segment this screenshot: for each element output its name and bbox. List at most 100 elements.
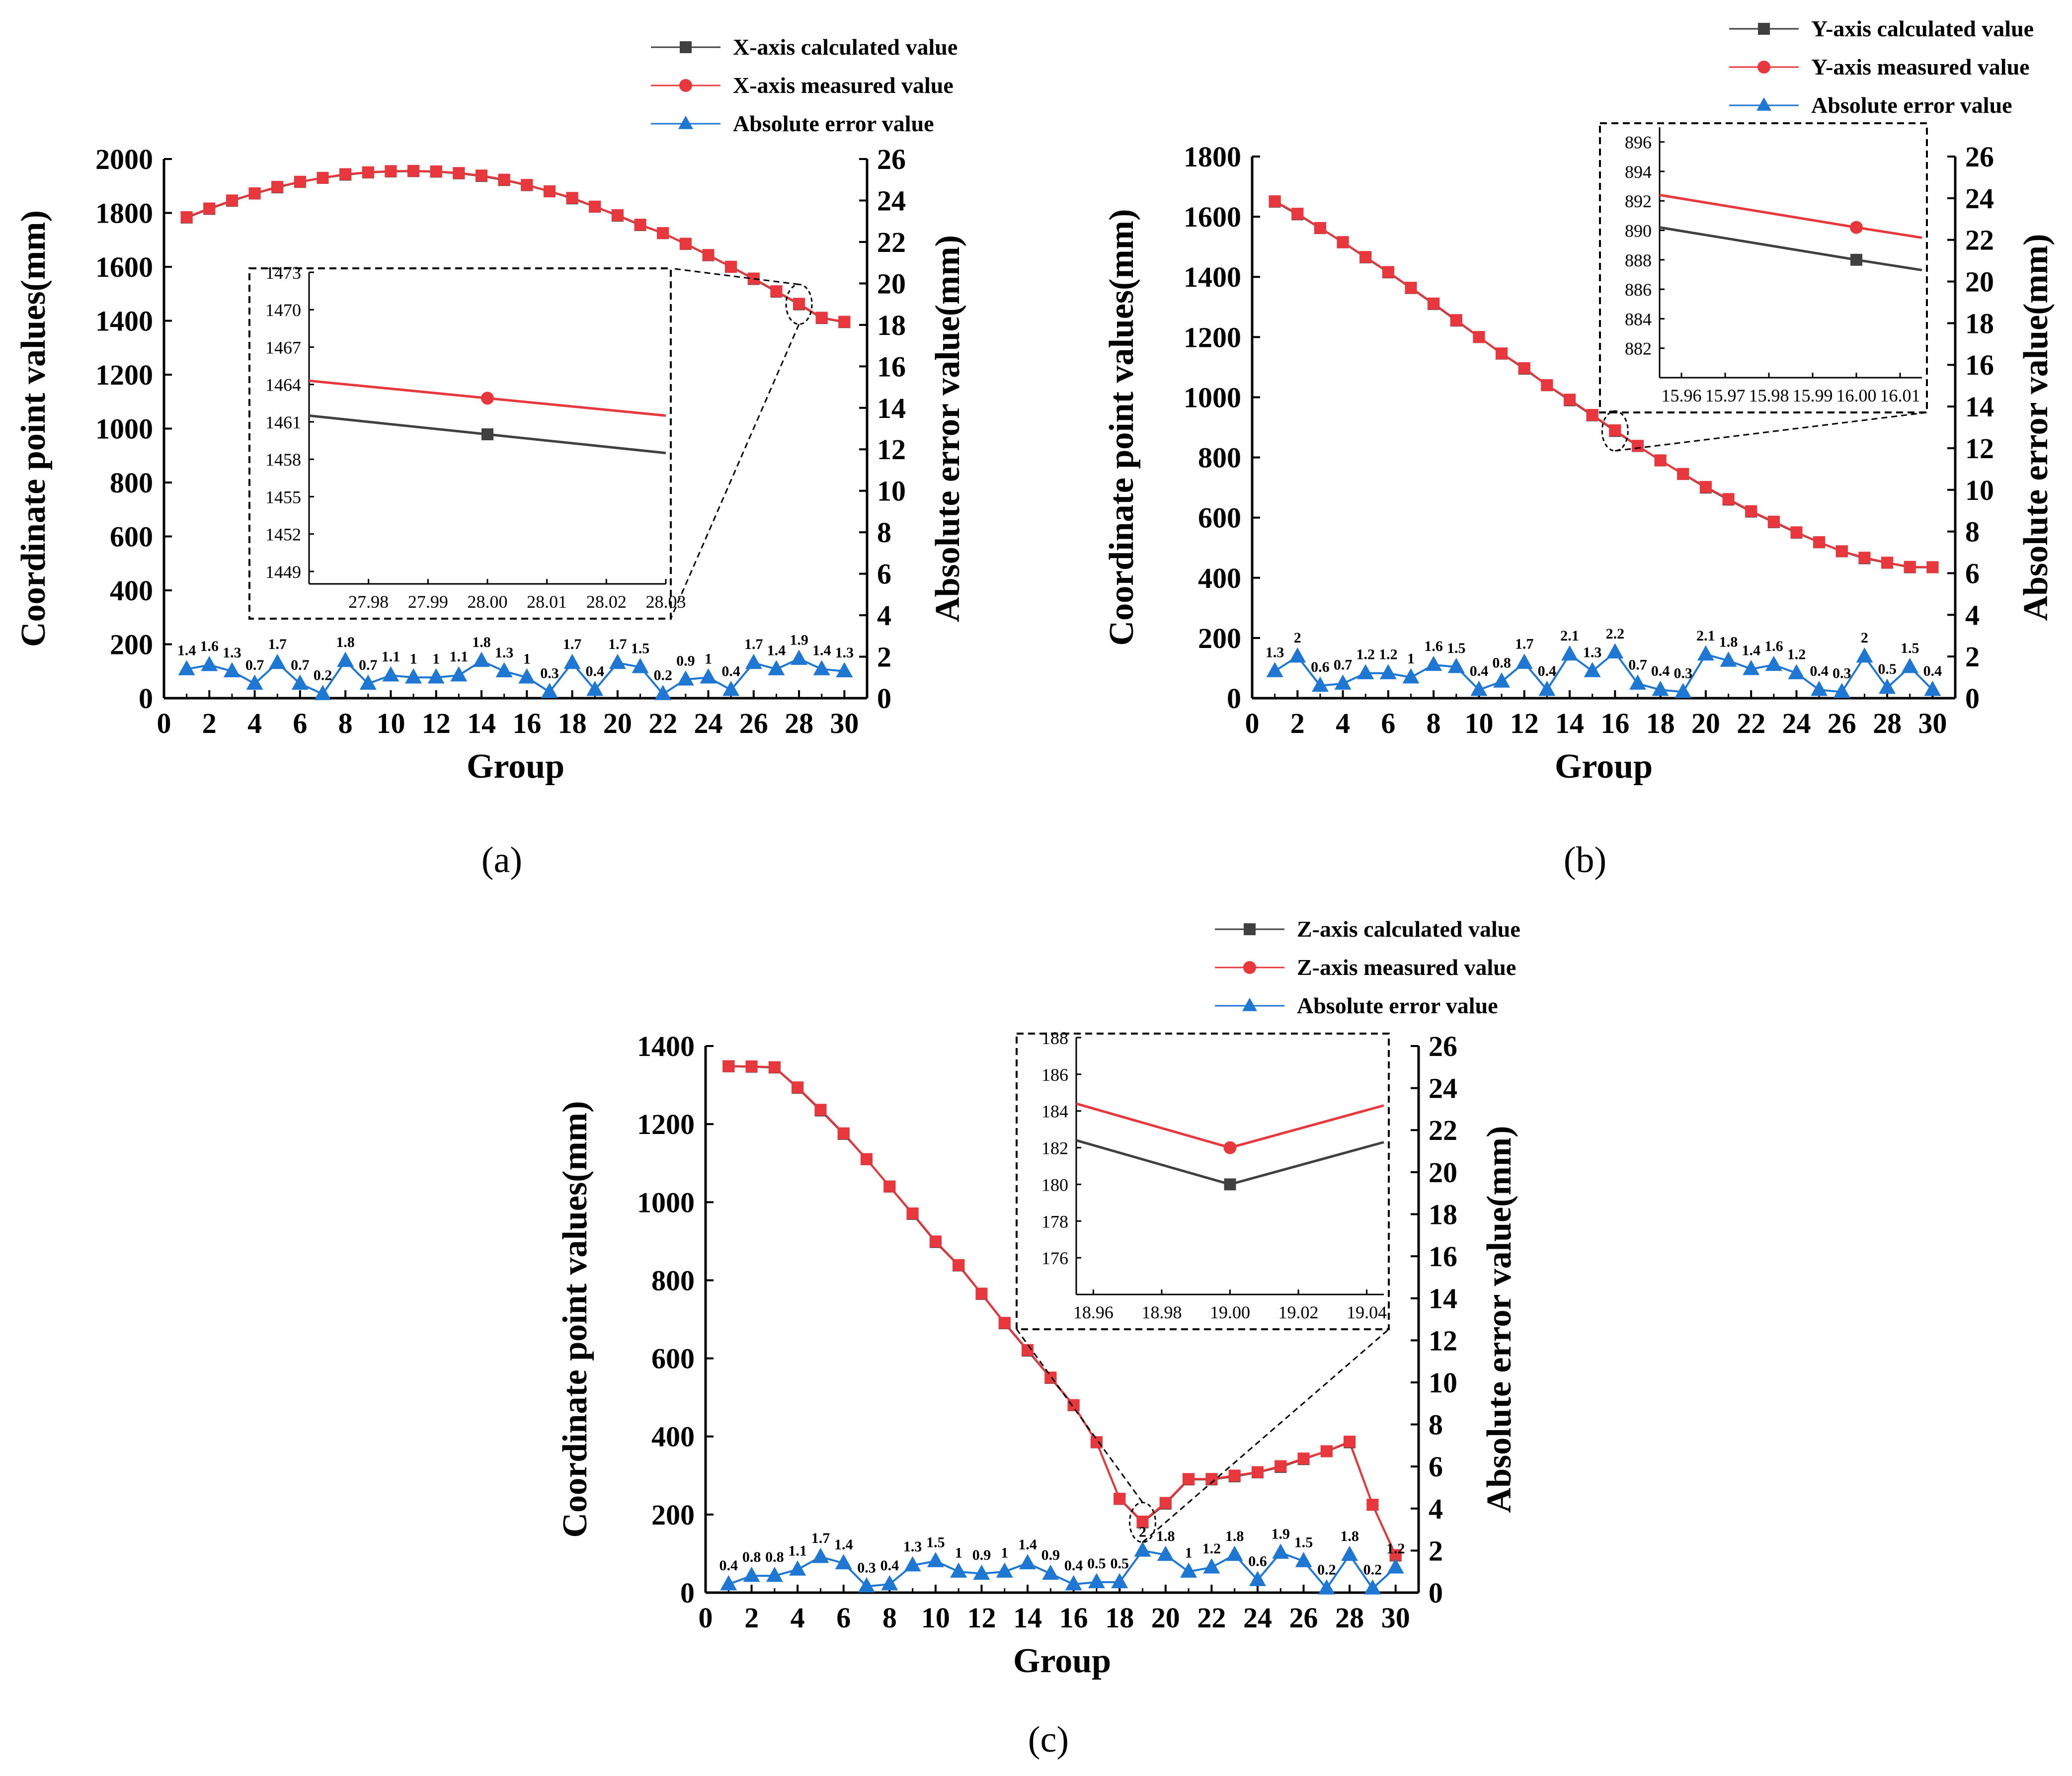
x-tick-label: 20 xyxy=(603,707,632,739)
error-point xyxy=(813,660,830,675)
y-right-tick-label: 12 xyxy=(1965,432,1994,465)
measured-point xyxy=(589,200,601,213)
error-data-label: 1 xyxy=(432,650,440,667)
x-tick-label: 8 xyxy=(338,707,353,739)
inset-x-tick-label: 19.04 xyxy=(1347,1302,1387,1322)
x-tick-label: 18 xyxy=(1646,707,1675,739)
measured-point xyxy=(1405,282,1417,294)
error-point xyxy=(1379,664,1397,679)
y-right-tick-label: 24 xyxy=(1429,1072,1457,1105)
error-data-label: 2 xyxy=(1139,1524,1146,1540)
error-point xyxy=(1111,1573,1128,1589)
inset-y-tick-label: 186 xyxy=(1041,1065,1068,1085)
x-tick-label: 30 xyxy=(1918,707,1947,739)
y-right-tick-label: 22 xyxy=(877,226,906,258)
x-tick-label: 10 xyxy=(921,1602,950,1634)
error-point xyxy=(1561,645,1579,661)
measured-point xyxy=(1473,331,1485,343)
x-tick-label: 4 xyxy=(247,707,262,739)
legend-triangle-marker xyxy=(678,115,693,129)
error-data-label: 0.4 xyxy=(1810,663,1829,679)
error-series-line xyxy=(186,657,845,696)
measured-point xyxy=(1858,552,1871,564)
x-tick-label: 24 xyxy=(694,707,722,739)
legend-label: Z-axis calculated value xyxy=(1297,916,1520,942)
y-right-tick-label: 12 xyxy=(1429,1324,1457,1357)
inset-measured-point xyxy=(481,392,494,405)
inset-y-tick-label: 184 xyxy=(1041,1102,1068,1122)
inset-x-tick-label: 27.99 xyxy=(408,592,448,612)
error-point xyxy=(1606,643,1624,659)
y-right-axis-title: Absolute error value(mm) xyxy=(929,235,967,622)
x-tick-label: 24 xyxy=(1243,1602,1272,1634)
inset-calculated-point xyxy=(1850,253,1862,266)
legend-square-marker xyxy=(1244,923,1256,935)
error-data-label: 0.3 xyxy=(540,665,559,681)
measured-point xyxy=(1359,251,1372,263)
x-tick-label: 28 xyxy=(1873,707,1902,739)
measured-point xyxy=(1090,1436,1103,1449)
error-point xyxy=(223,662,240,677)
measured-point xyxy=(929,1235,942,1248)
error-data-label: 0.2 xyxy=(314,667,332,684)
measured-point xyxy=(385,165,397,177)
measured-point xyxy=(702,249,715,261)
error-point xyxy=(1811,680,1828,696)
error-data-label: 1.2 xyxy=(1202,1540,1221,1557)
error-point xyxy=(1341,1545,1358,1561)
error-point xyxy=(382,666,399,682)
x-axis-title: Group xyxy=(1555,747,1653,786)
error-point xyxy=(789,1560,806,1576)
measured-point xyxy=(1136,1516,1149,1528)
y-tick-label: 1600 xyxy=(95,251,153,283)
error-data-label: 1.1 xyxy=(788,1542,807,1559)
error-point xyxy=(1019,1554,1036,1570)
measured-point xyxy=(1382,266,1394,278)
measured-point xyxy=(1366,1499,1379,1511)
inset-x-tick-label: 27.98 xyxy=(348,592,389,612)
inset-y-tick-label: 1449 xyxy=(265,562,301,582)
error-point xyxy=(904,1556,921,1572)
x-tick-label: 22 xyxy=(1737,707,1765,739)
measured-point xyxy=(883,1180,896,1193)
measured-point xyxy=(1745,505,1757,517)
measured-point xyxy=(362,166,374,178)
x-tick-label: 18 xyxy=(1105,1602,1134,1634)
error-data-label: 1.7 xyxy=(744,636,763,652)
y-tick-label: 1400 xyxy=(637,1030,695,1062)
inset-y-tick-label: 188 xyxy=(1041,1028,1068,1048)
y-tick-label: 800 xyxy=(1198,442,1241,474)
measured-point xyxy=(1297,1453,1310,1465)
y-tick-label: 800 xyxy=(651,1264,695,1296)
measured-point xyxy=(998,1317,1011,1329)
error-point xyxy=(812,1547,829,1563)
error-point xyxy=(743,1566,760,1582)
error-data-label: 1.8 xyxy=(472,634,491,650)
error-point xyxy=(881,1575,898,1591)
y-right-tick-label: 26 xyxy=(1965,141,1994,173)
y-right-tick-label: 24 xyxy=(1965,182,1994,215)
error-data-label: 1.2 xyxy=(1356,646,1375,663)
x-tick-label: 20 xyxy=(1151,1602,1180,1634)
error-data-label: 0.5 xyxy=(1878,661,1897,677)
x-tick-label: 16 xyxy=(512,707,541,739)
measured-point xyxy=(1881,557,1894,569)
error-data-label: 1.7 xyxy=(608,636,627,652)
x-tick-label: 26 xyxy=(1828,707,1856,739)
error-point xyxy=(1765,655,1782,671)
error-point xyxy=(1515,653,1533,669)
error-point xyxy=(1357,664,1374,679)
measured-point xyxy=(498,173,510,186)
error-point xyxy=(291,674,309,690)
error-data-label: 1.4 xyxy=(1018,1536,1037,1553)
y-right-tick-label: 12 xyxy=(877,433,906,466)
x-tick-label: 16 xyxy=(1059,1602,1088,1634)
measured-point xyxy=(657,227,669,240)
y-right-tick-label: 18 xyxy=(1965,307,1994,339)
error-point xyxy=(609,653,626,669)
error-point xyxy=(201,655,218,671)
error-point xyxy=(950,1562,967,1578)
error-point xyxy=(836,662,853,677)
inset-y-tick-label: 894 xyxy=(1625,162,1652,182)
inset-x-tick-label: 15.96 xyxy=(1662,386,1702,405)
